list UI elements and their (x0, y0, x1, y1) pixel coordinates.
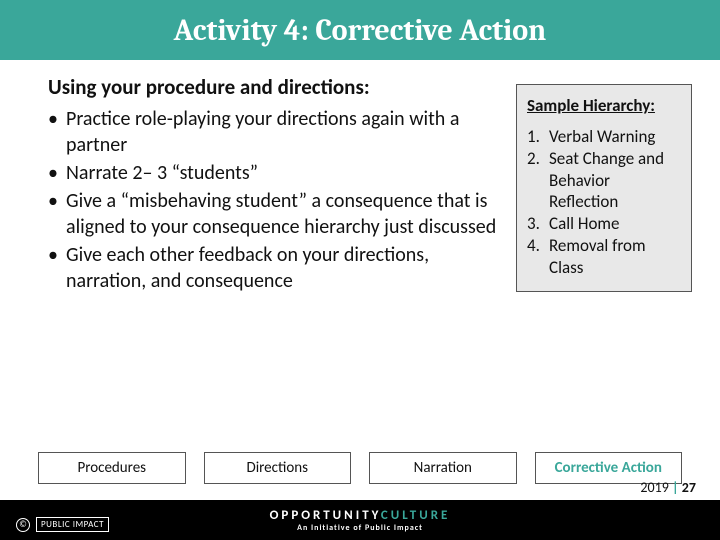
bullet-text: Practice role-playing your directions ag… (66, 106, 504, 158)
bullet-text: Give each other feedback on your directi… (66, 242, 504, 294)
bullet-item: •Give a “misbehaving student” a conseque… (48, 188, 504, 240)
hierarchy-text: Verbal Warning (549, 126, 655, 147)
hierarchy-item: 3.Call Home (527, 213, 681, 234)
brand-word-2: CULTURE (381, 508, 451, 523)
footer-left: © PUBLIC IMPACT (16, 517, 109, 532)
page-number: 2019 | 27 (640, 479, 696, 500)
bullet-item: •Practice role-playing your directions a… (48, 106, 504, 158)
brand-word-1: OPPORTUNITY (270, 508, 381, 523)
bullet-item: •Give each other feedback on your direct… (48, 242, 504, 294)
hierarchy-list: 1.Verbal Warning 2.Seat Change and Behav… (527, 126, 681, 278)
bullet-text: Narrate 2– 3 “students” (66, 160, 258, 186)
tab-directions[interactable]: Directions (204, 452, 352, 484)
footer-brand: OPPORTUNITYCULTURE An Initiative of Publ… (270, 509, 451, 532)
hierarchy-text: Call Home (549, 213, 619, 234)
tab-row: Procedures Directions Narration Correcti… (38, 452, 682, 484)
hierarchy-item: 1.Verbal Warning (527, 126, 681, 147)
hierarchy-item: 2.Seat Change and Behavior Reflection (527, 148, 681, 212)
tab-procedures[interactable]: Procedures (38, 452, 186, 484)
sidebar: Sample Hierarchy: 1.Verbal Warning 2.Sea… (516, 84, 692, 296)
bullet-item: •Narrate 2– 3 “students” (48, 160, 504, 186)
public-impact-badge: PUBLIC IMPACT (36, 517, 109, 532)
hierarchy-box: Sample Hierarchy: 1.Verbal Warning 2.Sea… (516, 84, 692, 292)
page-num: 27 (682, 479, 696, 496)
content-area: Using your procedure and directions: •Pr… (0, 60, 720, 296)
tab-narration[interactable]: Narration (369, 452, 517, 484)
footer-subline: An Initiative of Public Impact (270, 524, 451, 532)
main-heading: Using your procedure and directions: (48, 74, 504, 100)
footer-bar: © PUBLIC IMPACT OPPORTUNITYCULTURE An In… (0, 500, 720, 540)
hierarchy-text: Seat Change and Behavior Reflection (549, 148, 681, 212)
hierarchy-text: Removal from Class (549, 235, 681, 278)
bullet-text: Give a “misbehaving student” a consequen… (66, 188, 504, 240)
copyright-icon: © (16, 518, 30, 532)
title-bar: Activity 4: Corrective Action (0, 0, 720, 60)
page-year: 2019 (640, 479, 668, 496)
page-separator: | (672, 479, 679, 496)
hierarchy-title: Sample Hierarchy: (527, 95, 681, 116)
bullet-list: •Practice role-playing your directions a… (48, 106, 504, 294)
hierarchy-item: 4.Removal from Class (527, 235, 681, 278)
slide-title: Activity 4: Corrective Action (174, 13, 547, 48)
main-text: Using your procedure and directions: •Pr… (48, 74, 516, 296)
